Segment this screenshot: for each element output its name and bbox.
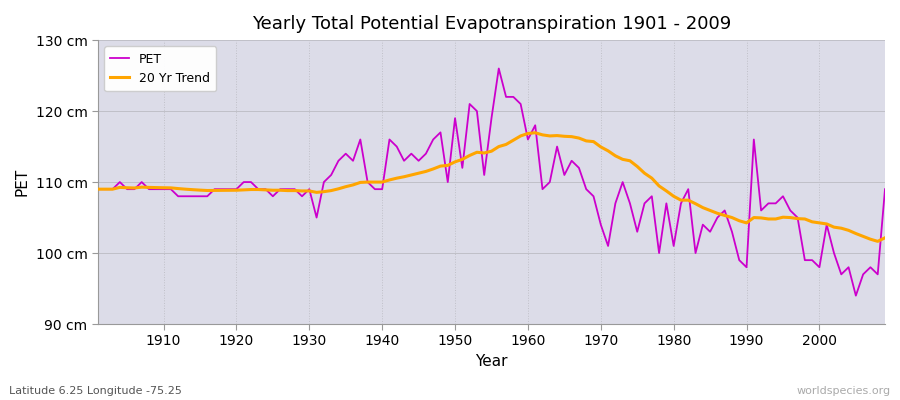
PET xyxy=(523,137,534,142)
Title: Yearly Total Potential Evapotranspiration 1901 - 2009: Yearly Total Potential Evapotranspiratio… xyxy=(252,15,731,33)
20 Yr Trend xyxy=(151,185,162,190)
Y-axis label: PET: PET xyxy=(15,168,30,196)
20 Yr Trend xyxy=(93,187,104,192)
Line: PET: PET xyxy=(98,68,885,296)
20 Yr Trend xyxy=(530,130,541,135)
PET xyxy=(617,180,628,184)
PET xyxy=(311,215,322,220)
20 Yr Trend xyxy=(872,239,883,244)
Text: worldspecies.org: worldspecies.org xyxy=(796,386,891,396)
PET xyxy=(850,293,861,298)
Text: Latitude 6.25 Longitude -75.25: Latitude 6.25 Longitude -75.25 xyxy=(9,386,182,396)
20 Yr Trend xyxy=(523,131,534,136)
PET xyxy=(151,187,162,192)
20 Yr Trend xyxy=(355,180,365,185)
PET xyxy=(879,187,890,192)
Legend: PET, 20 Yr Trend: PET, 20 Yr Trend xyxy=(104,46,217,91)
Line: 20 Yr Trend: 20 Yr Trend xyxy=(98,133,885,241)
20 Yr Trend xyxy=(311,190,322,195)
PET xyxy=(493,66,504,71)
20 Yr Trend xyxy=(879,235,890,240)
PET xyxy=(93,187,104,192)
PET xyxy=(530,123,541,128)
X-axis label: Year: Year xyxy=(475,354,508,369)
20 Yr Trend xyxy=(617,157,628,162)
PET xyxy=(355,137,365,142)
20 Yr Trend xyxy=(515,134,526,138)
